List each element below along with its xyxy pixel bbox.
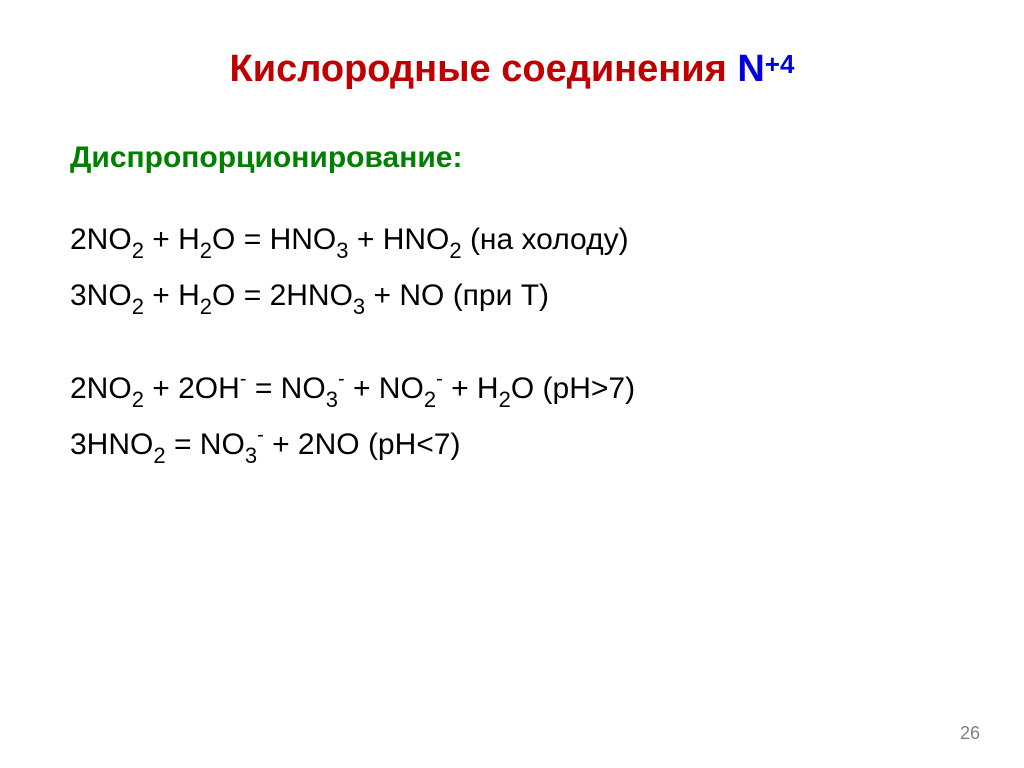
eq-sub: 3 — [326, 387, 338, 412]
eq-text: 3NO — [70, 279, 132, 312]
eq-sub: 3 — [245, 443, 257, 468]
eq-sub: 2 — [449, 238, 461, 263]
eq-sup: - — [338, 368, 345, 390]
eq-text: 2NO — [70, 223, 132, 256]
equation-block-2: 2NO2 + 2OH- = NO3- + NO2- + H2O (pH>7) 3… — [70, 367, 954, 471]
eq-sub: 2 — [132, 387, 144, 412]
equation-block-1: 2NO2 + H2O = HNO3 + HNO2 (на холоду) 3NO… — [70, 219, 954, 321]
eq-sup: - — [240, 368, 247, 390]
eq-text: = NO — [246, 372, 325, 405]
eq-sub: 2 — [200, 238, 212, 263]
title-text: Кислородные соединения — [230, 48, 738, 90]
eq-text: O = 2HNO — [212, 279, 353, 312]
eq-text: 7) — [608, 372, 635, 405]
eq-sub: 2 — [132, 294, 144, 319]
eq-sub: 3 — [336, 238, 348, 263]
eq-sub: 2 — [200, 294, 212, 319]
eq-text: O (pH — [511, 372, 591, 405]
eq-text: + H — [144, 279, 200, 312]
eq-sub: 2 — [499, 387, 511, 412]
eq-text: O = HNO — [212, 223, 336, 256]
page-number: 26 — [960, 723, 980, 744]
eq-sub: 2 — [132, 238, 144, 263]
eq-text: + NO (при T) — [365, 279, 549, 312]
eq-text: + NO — [345, 372, 424, 405]
title-element: N — [737, 48, 764, 90]
equation-4: 3HNO2 = NO3- + 2NO (pH<7) — [70, 423, 954, 470]
eq-sup: - — [257, 424, 264, 446]
eq-sub: 2 — [153, 443, 165, 468]
equation-2: 3NO2 + H2O = 2HNO3 + NO (при T) — [70, 275, 954, 321]
eq-text: 3HNO — [70, 428, 153, 461]
slide-title: Кислородные соединения N+4 — [70, 48, 954, 91]
eq-text: = NO — [166, 428, 245, 461]
eq-sup: - — [436, 368, 443, 390]
eq-text: (на холоду) — [462, 223, 629, 256]
section-label: Диспропорционирование: — [70, 141, 954, 175]
equation-1: 2NO2 + H2O = HNO3 + HNO2 (на холоду) — [70, 219, 954, 265]
eq-gt: > — [591, 372, 609, 405]
eq-text: + H — [443, 372, 499, 405]
eq-text: 2NO — [70, 372, 132, 405]
eq-sub: 2 — [424, 387, 436, 412]
eq-text: + 2NO (pH<7) — [264, 428, 461, 461]
equation-3: 2NO2 + 2OH- = NO3- + NO2- + H2O (pH>7) — [70, 367, 954, 414]
eq-text: + HNO — [349, 223, 450, 256]
eq-text: + 2OH — [144, 372, 240, 405]
eq-text: + H — [144, 223, 200, 256]
eq-sub: 3 — [353, 294, 365, 319]
title-superscript: +4 — [765, 49, 795, 79]
